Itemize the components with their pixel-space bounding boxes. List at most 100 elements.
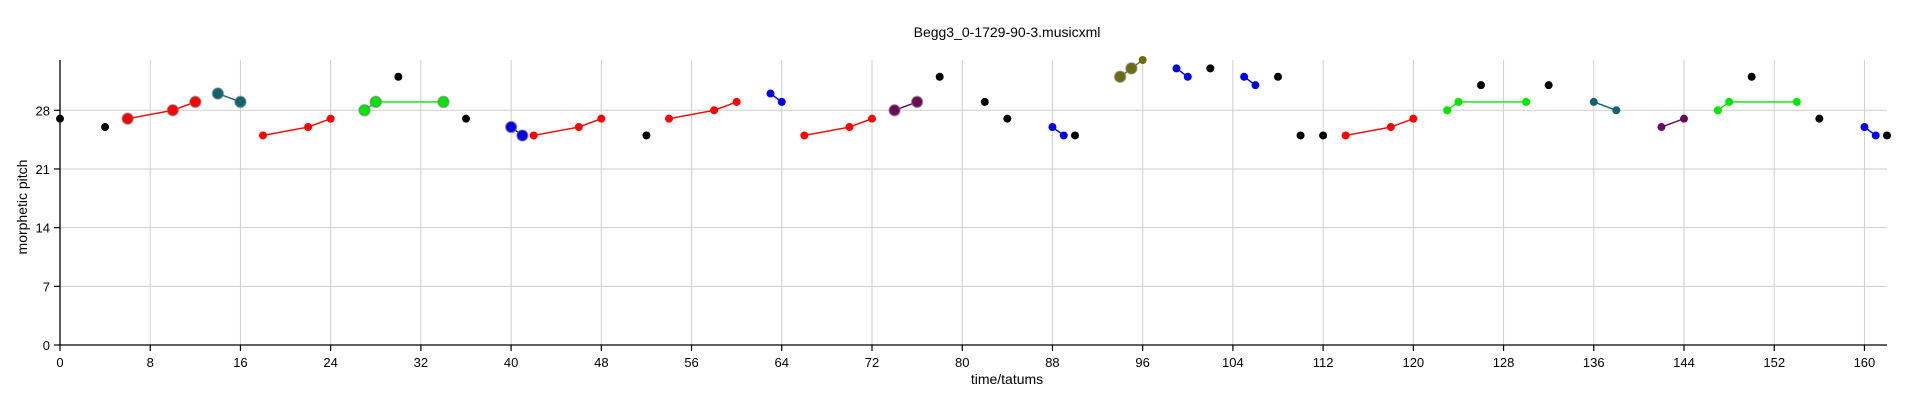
data-point <box>369 95 383 109</box>
data-point <box>642 131 651 140</box>
data-point <box>1443 106 1452 115</box>
data-point <box>1172 64 1181 73</box>
data-point <box>1341 131 1350 140</box>
data-point <box>1319 131 1328 140</box>
y-axis-label: morphetic pitch <box>14 160 30 255</box>
data-point <box>358 104 371 117</box>
data-point <box>394 72 403 81</box>
data-point <box>888 104 901 117</box>
series-line <box>533 118 602 137</box>
data-point <box>980 97 989 106</box>
x-tick-label: 112 <box>1313 355 1334 370</box>
data-point <box>326 114 335 123</box>
data-point <box>304 123 313 132</box>
data-point <box>1296 131 1305 140</box>
x-tick-label: 56 <box>684 355 698 370</box>
data-point <box>1747 72 1756 81</box>
data-point <box>1612 106 1621 115</box>
data-point <box>1125 62 1138 75</box>
series-line <box>262 118 331 137</box>
data-point <box>777 97 786 106</box>
data-point <box>1725 97 1734 106</box>
x-axis-label: time/tatums <box>971 371 1043 387</box>
data-point <box>1183 72 1192 81</box>
x-tick-label: 152 <box>1763 355 1785 370</box>
y-tick-label: 28 <box>36 103 50 118</box>
x-tick-label: 144 <box>1673 355 1695 370</box>
series-line <box>804 118 873 137</box>
data-points <box>56 56 1891 142</box>
series-line <box>1593 101 1617 111</box>
data-point <box>1251 81 1260 90</box>
data-point <box>1477 81 1485 90</box>
data-point <box>1048 123 1057 132</box>
data-point <box>766 89 775 98</box>
data-point <box>1792 97 1801 106</box>
data-point <box>1883 131 1891 140</box>
data-point <box>665 114 673 123</box>
data-point <box>101 123 110 132</box>
x-tick-label: 16 <box>233 355 247 370</box>
data-point <box>462 114 470 123</box>
x-tick-label: 96 <box>1135 355 1149 370</box>
axes: 0 8 16 24 32 40 48 56 64 72 80 88 96 104 112 120 128 136 1… <box>36 60 1887 370</box>
x-tick-label: 120 <box>1402 355 1424 370</box>
data-point <box>1871 131 1880 140</box>
x-tick-label: 160 <box>1854 355 1876 370</box>
data-point <box>1274 72 1282 81</box>
data-point <box>166 104 180 117</box>
data-point <box>1003 114 1012 123</box>
data-point <box>1113 70 1127 84</box>
x-tick-label: 24 <box>323 355 337 370</box>
x-tick-label: 48 <box>594 355 608 370</box>
data-point <box>1138 56 1147 64</box>
data-point <box>1386 123 1395 132</box>
data-point <box>845 123 854 132</box>
chart-title: Begg3_0-1729-90-3.musicxml <box>914 24 1101 40</box>
series-lines <box>127 59 1877 137</box>
data-point <box>1522 97 1531 106</box>
x-tick-label: 72 <box>865 355 879 370</box>
x-tick-label: 32 <box>414 355 428 370</box>
data-point <box>1071 131 1079 140</box>
y-tick-label: 14 <box>36 221 50 236</box>
data-point <box>1657 123 1666 132</box>
data-point <box>868 114 876 123</box>
data-point <box>1544 81 1553 90</box>
data-point <box>437 95 450 109</box>
data-point <box>597 114 606 123</box>
data-point <box>189 95 202 109</box>
series-line <box>1345 118 1414 137</box>
data-point <box>935 72 944 81</box>
x-tick-label: 64 <box>775 355 789 370</box>
y-tick-label: 21 <box>36 162 50 177</box>
y-tick-label: 0 <box>43 338 50 353</box>
series-line <box>1661 118 1685 128</box>
x-tick-label: 104 <box>1222 355 1244 370</box>
x-tick-label: 0 <box>56 355 63 370</box>
data-point <box>516 129 529 142</box>
x-tick-label: 128 <box>1493 355 1515 370</box>
data-point <box>529 131 538 140</box>
data-point <box>910 95 924 109</box>
x-tick-label: 80 <box>955 355 969 370</box>
x-tick-label: 88 <box>1045 355 1059 370</box>
data-point <box>710 106 719 115</box>
data-point <box>1206 64 1215 73</box>
x-tick-label: 40 <box>504 355 518 370</box>
data-point <box>1815 114 1824 123</box>
data-point <box>732 97 741 106</box>
y-tick-label: 7 <box>43 279 50 294</box>
x-tick-label: 136 <box>1583 355 1605 370</box>
data-point <box>121 112 134 125</box>
data-point <box>1059 131 1068 140</box>
data-point <box>504 120 518 134</box>
data-point <box>1409 114 1418 123</box>
data-point <box>259 131 267 140</box>
data-point <box>574 123 583 132</box>
data-point <box>1680 114 1688 123</box>
data-point <box>1240 72 1249 81</box>
data-point <box>1454 97 1463 106</box>
